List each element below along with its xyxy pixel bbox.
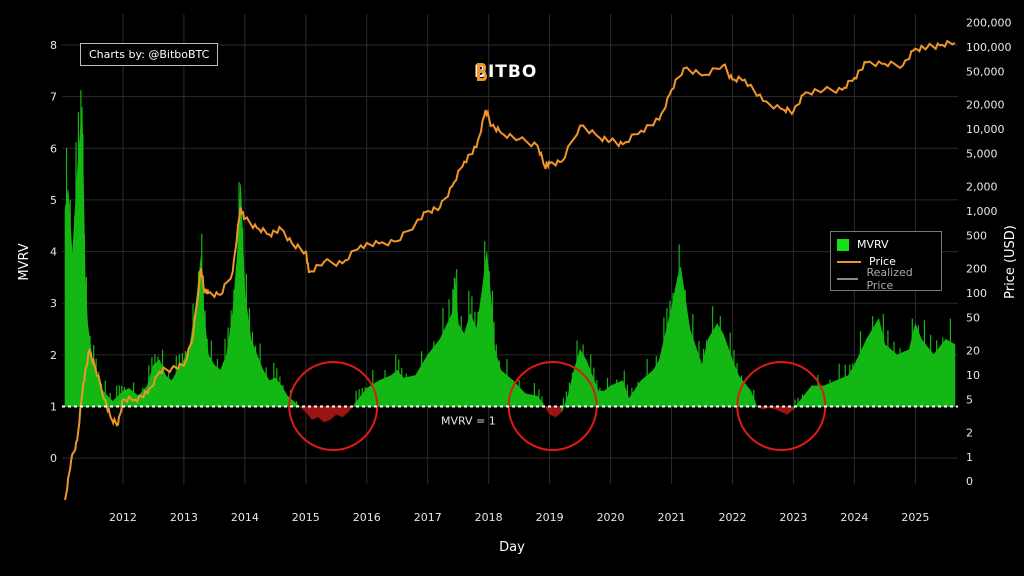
legend-item-realized-price[interactable]: Realized Price [837, 266, 935, 292]
bitbo-logo-icon [477, 63, 487, 81]
y2-tick-label: 1 [966, 451, 973, 464]
mvrv-area-segment [305, 406, 313, 421]
x-tick-label: 2025 [901, 511, 929, 524]
mvrv-area-segment [281, 384, 288, 407]
price-swatch-icon [837, 260, 861, 263]
y-tick-label: 3 [50, 297, 57, 310]
x-axis-ticks: 2012 2013 2014 2015 2016 2017 2018 2019 2020 2021… [109, 511, 929, 524]
x-tick-label: 2020 [597, 511, 625, 524]
y2-tick-label: 2 [966, 426, 973, 439]
x-tick-label: 2017 [414, 511, 442, 524]
mvrv-area-segment [799, 385, 813, 407]
mvrv-area [64, 90, 956, 423]
x-tick-label: 2014 [231, 511, 259, 524]
mvrv-area-segment [311, 406, 319, 420]
y2-tick-label: 500 [966, 230, 987, 243]
mvrv-area-segment [348, 403, 355, 413]
brand-name: BITBO [474, 62, 538, 82]
y2-tick-label: 20 [966, 344, 980, 357]
y2-tick-label: 10,000 [966, 123, 1005, 136]
y-tick-label: 4 [50, 246, 57, 259]
mvrv-area-segment [793, 400, 800, 410]
mvrv-area-segment [543, 402, 550, 416]
x-tick-label: 2019 [536, 511, 564, 524]
y2-tick-label: 50 [966, 312, 980, 325]
y-axis-title: MVRV [17, 243, 32, 280]
y-tick-label: 8 [50, 39, 57, 52]
x-tick-label: 2022 [718, 511, 746, 524]
x-axis-title: Day [499, 540, 525, 555]
y2-tick-label: 0 [966, 475, 973, 488]
credit-box: Charts by: @BitboBTC [80, 43, 219, 66]
y-tick-label: 1 [50, 401, 57, 414]
y2-tick-label: 100 [966, 287, 987, 300]
y2-tick-label: 200 [966, 262, 987, 275]
x-tick-label: 2018 [475, 511, 503, 524]
legend: MVRV Price Realized Price [830, 231, 942, 292]
y-tick-label: 6 [50, 142, 57, 155]
legend-label-price: Price [869, 255, 896, 268]
x-tick-label: 2015 [292, 511, 320, 524]
legend-label-mvrv: MVRV [857, 238, 889, 251]
mvrv-area-segment [561, 396, 569, 412]
y-tick-label: 5 [50, 194, 57, 207]
x-tick-label: 2013 [170, 511, 198, 524]
y2-tick-label: 50,000 [966, 66, 1005, 79]
x-tick-label: 2012 [109, 511, 137, 524]
y2-tick-label: 5 [966, 394, 973, 407]
y2-axis-ticks: 0 1 2 5 10 20 50 100 200 500 1,000 2,000 5,000 10,000… [966, 16, 1012, 488]
y2-tick-label: 2,000 [966, 180, 998, 193]
y-tick-label: 0 [50, 452, 57, 465]
legend-item-price[interactable]: Price [837, 253, 935, 270]
y-tick-label: 7 [50, 91, 57, 104]
mvrv-area-segment [323, 406, 331, 423]
mvrv-area-segment [780, 406, 788, 415]
mvrv-area-segment [317, 406, 325, 423]
mvrv-swatch-icon [837, 238, 849, 251]
y2-axis-title: Price (USD) [1003, 225, 1018, 299]
legend-label-realized-price: Realized Price [866, 265, 913, 292]
mvrv-area-segment [329, 406, 337, 421]
y2-tick-label: 200,000 [966, 16, 1012, 29]
x-tick-label: 2021 [658, 511, 686, 524]
mvrv-area-segment [598, 390, 605, 407]
legend-item-mvrv[interactable]: MVRV [837, 236, 935, 253]
y-axis-ticks: 0 1 2 3 4 5 6 7 8 [50, 39, 57, 465]
price-line [64, 39, 956, 501]
y2-tick-label: 1,000 [966, 205, 998, 218]
mvrv-one-label: MVRV = 1 [441, 415, 496, 428]
x-tick-label: 2016 [353, 511, 381, 524]
x-tick-label: 2024 [840, 511, 868, 524]
x-tick-label: 2023 [779, 511, 807, 524]
mvrv-area-segment [537, 395, 544, 407]
y2-tick-label: 5,000 [966, 148, 998, 161]
mvrv-area-segment [549, 406, 557, 418]
realized-price-swatch-icon [837, 277, 859, 280]
mvrv-area-segment [342, 406, 349, 418]
brand: BITBO [474, 62, 537, 82]
y-tick-label: 2 [50, 349, 57, 362]
y2-tick-label: 20,000 [966, 98, 1005, 111]
price-line-group [64, 39, 956, 501]
y2-tick-label: 100,000 [966, 41, 1012, 54]
cycle-bottom-circle [288, 361, 379, 451]
y2-tick-label: 10 [966, 369, 980, 382]
mvrv-area-segment [335, 406, 343, 418]
mvrv-area-segment [787, 406, 794, 415]
mvrv-area-segment [555, 406, 563, 418]
